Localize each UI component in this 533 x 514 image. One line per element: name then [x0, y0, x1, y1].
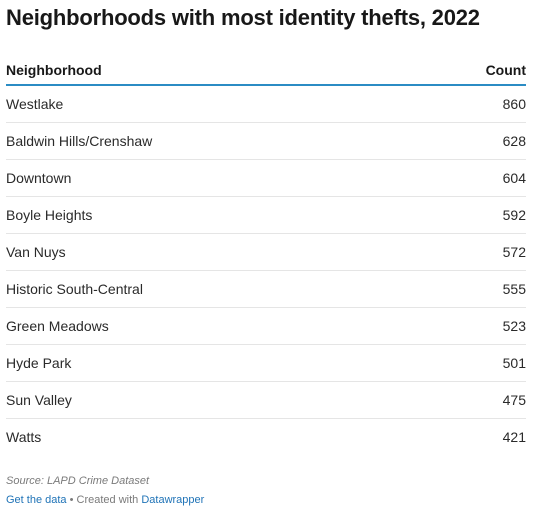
- row-neighborhood: Downtown: [6, 170, 72, 186]
- row-neighborhood: Green Meadows: [6, 318, 109, 334]
- row-count: 860: [502, 96, 526, 112]
- table-body: Westlake 860 Baldwin Hills/Crenshaw 628 Down…: [6, 86, 526, 455]
- table-row: Downtown 604: [6, 160, 526, 197]
- row-count: 592: [502, 207, 526, 223]
- chart-title: Neighborhoods with most identity thefts,…: [6, 5, 480, 30]
- get-data-link[interactable]: Get the data: [6, 494, 67, 506]
- table-row: Hyde Park 501: [6, 345, 526, 382]
- table-row: Watts 421: [6, 419, 526, 455]
- table-row: Baldwin Hills/Crenshaw 628: [6, 123, 526, 160]
- row-neighborhood: Hyde Park: [6, 355, 72, 371]
- row-count: 604: [502, 170, 526, 186]
- source-note: Source: LAPD Crime Dataset: [6, 475, 150, 487]
- row-neighborhood: Baldwin Hills/Crenshaw: [6, 133, 153, 149]
- column-header-neighborhood[interactable]: Neighborhood: [6, 61, 102, 78]
- table-header: Neighborhood Count: [6, 55, 526, 86]
- row-count: 555: [502, 281, 526, 297]
- column-header-count[interactable]: Count: [485, 61, 526, 78]
- row-neighborhood: Van Nuys: [6, 244, 66, 260]
- credit-line: Get the data • Created with Datawrapper: [6, 494, 204, 506]
- row-neighborhood: Boyle Heights: [6, 207, 93, 223]
- row-neighborhood: Westlake: [6, 96, 64, 112]
- row-neighborhood: Sun Valley: [6, 392, 72, 408]
- table-row: Historic South-Central 555: [6, 271, 526, 308]
- credit-separator: • Created with: [66, 494, 142, 506]
- table-row: Green Meadows 523: [6, 308, 526, 345]
- table-row: Westlake 860: [6, 86, 526, 123]
- row-neighborhood: Watts: [6, 429, 42, 445]
- table-row: Van Nuys 572: [6, 234, 526, 271]
- row-count: 628: [502, 133, 526, 149]
- datawrapper-link[interactable]: Datawrapper: [141, 494, 205, 506]
- row-count: 475: [502, 392, 526, 408]
- row-count: 501: [502, 355, 526, 371]
- table-row: Sun Valley 475: [6, 382, 526, 419]
- row-count: 572: [502, 244, 526, 260]
- data-table: Neighborhood Count Westlake 860 Baldwin Hi…: [6, 55, 526, 455]
- row-count: 421: [502, 429, 526, 445]
- row-count: 523: [502, 318, 526, 334]
- table-row: Boyle Heights 592: [6, 197, 526, 234]
- row-neighborhood: Historic South-Central: [6, 281, 143, 297]
